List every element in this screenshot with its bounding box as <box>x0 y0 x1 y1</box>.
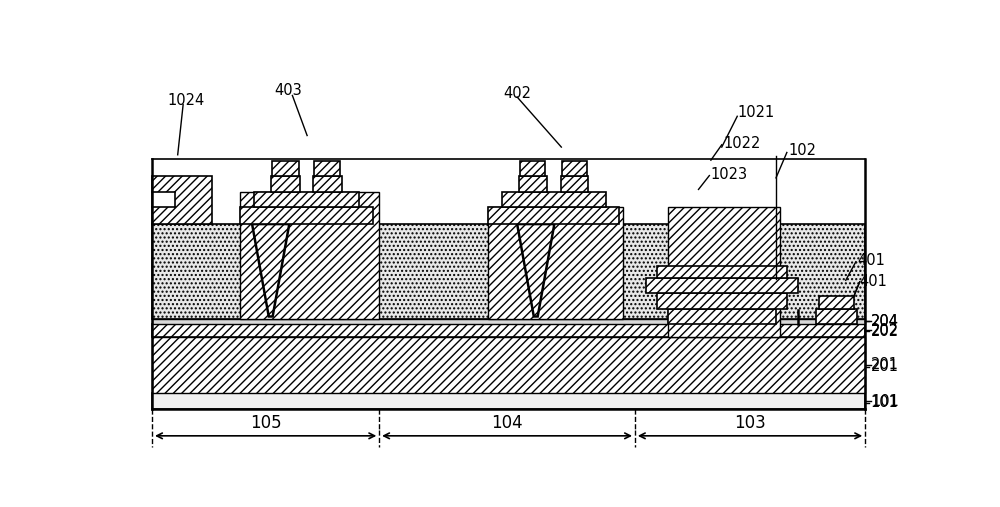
Bar <box>152 192 175 207</box>
Bar <box>657 294 787 309</box>
Bar <box>313 176 342 192</box>
Text: 402: 402 <box>503 86 531 101</box>
Bar <box>314 161 340 176</box>
Bar <box>254 192 359 207</box>
Bar <box>152 393 865 409</box>
Text: 204: 204 <box>871 314 899 329</box>
Bar <box>488 207 619 224</box>
Polygon shape <box>252 224 289 316</box>
Bar <box>272 161 299 176</box>
Bar <box>488 207 623 319</box>
Bar <box>271 176 300 192</box>
Text: 401: 401 <box>860 274 888 289</box>
Bar <box>152 224 865 319</box>
Text: 1021: 1021 <box>737 105 774 120</box>
Bar <box>657 266 787 278</box>
Bar <box>152 337 865 393</box>
Text: 202: 202 <box>871 323 899 339</box>
Bar <box>240 192 379 319</box>
Text: 401: 401 <box>857 253 885 268</box>
Bar <box>816 309 857 324</box>
Text: 403: 403 <box>274 83 302 98</box>
Bar <box>819 297 854 309</box>
Text: 105: 105 <box>250 414 281 432</box>
Text: 102: 102 <box>788 143 816 158</box>
Bar <box>152 176 212 224</box>
Text: 201: 201 <box>871 357 899 373</box>
Bar <box>520 161 545 176</box>
Bar <box>646 278 798 294</box>
Bar <box>519 176 547 192</box>
Text: 1024: 1024 <box>168 93 205 108</box>
Text: 202: 202 <box>871 323 899 338</box>
Bar <box>561 176 588 192</box>
Text: 201: 201 <box>871 359 899 374</box>
Text: 101: 101 <box>871 395 898 410</box>
Text: 104: 104 <box>491 414 523 432</box>
Bar <box>240 207 373 224</box>
Text: 103: 103 <box>734 414 766 432</box>
Polygon shape <box>517 224 554 316</box>
Bar <box>668 207 780 337</box>
Text: 101: 101 <box>871 393 899 409</box>
Bar <box>562 161 587 176</box>
Bar <box>668 309 776 324</box>
Text: 1023: 1023 <box>711 166 748 182</box>
Text: 1022: 1022 <box>723 136 761 151</box>
Bar <box>502 192 606 207</box>
Bar <box>152 319 865 324</box>
Bar <box>152 324 865 337</box>
Text: 204: 204 <box>871 314 899 329</box>
